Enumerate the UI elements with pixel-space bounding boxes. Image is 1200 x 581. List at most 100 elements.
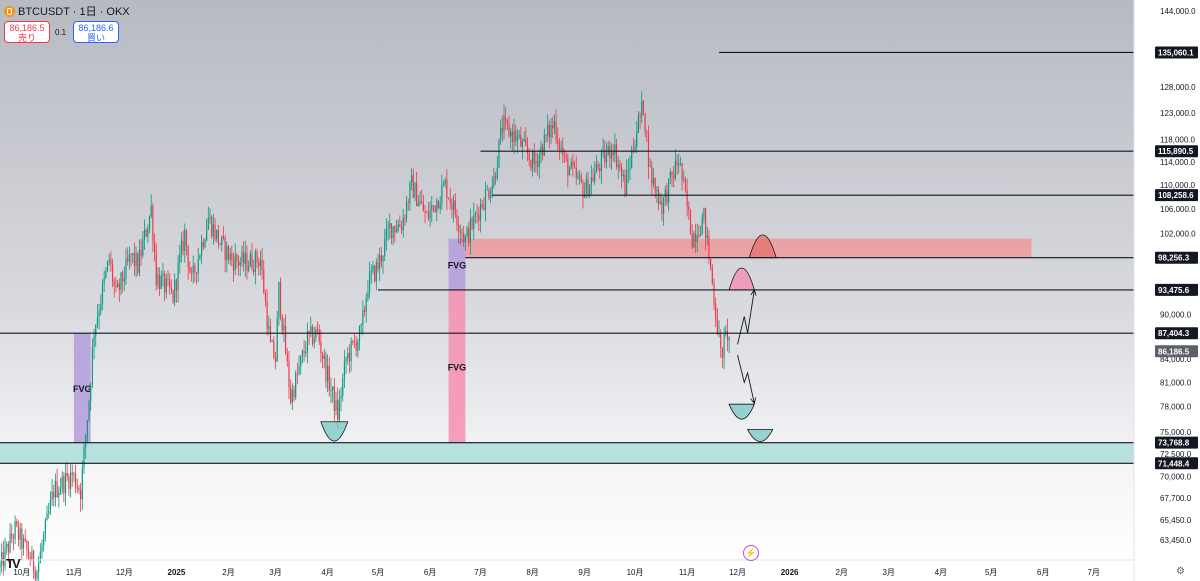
candle-body: [343, 361, 345, 379]
level-tag-6: 73,768.8: [1158, 439, 1190, 448]
zone-fvg-3: [448, 238, 466, 290]
candle-body: [523, 139, 525, 142]
y-tick-label: 144,000.0: [1160, 7, 1196, 16]
candle-body: [44, 520, 46, 535]
candle-body: [698, 235, 700, 237]
candle-body: [469, 218, 471, 243]
spread-value: 0.1: [55, 28, 67, 37]
candle-body: [723, 334, 725, 358]
candle-body: [142, 240, 144, 256]
candle-body: [254, 251, 256, 272]
candle-body: [453, 200, 455, 211]
candle-body: [145, 229, 147, 237]
candle-body: [63, 476, 65, 494]
candle-body: [575, 167, 577, 178]
sell-button[interactable]: 86,186.5 売り: [4, 21, 50, 43]
candle-body: [681, 162, 683, 180]
candle-body: [152, 205, 154, 242]
level-tag-3: 98,256.3: [1158, 254, 1190, 263]
buy-button[interactable]: 86,186.6 買い: [73, 21, 119, 43]
candle-body: [636, 132, 638, 147]
candle-body: [508, 123, 510, 137]
candle-body: [177, 262, 179, 290]
y-tick-label: 78,000.0: [1160, 403, 1192, 412]
candle-body: [202, 241, 204, 248]
candle-body: [185, 229, 188, 247]
candle-body: [725, 330, 727, 335]
candle-body: [98, 311, 100, 317]
candle-body: [41, 545, 43, 552]
candle-body: [33, 551, 35, 570]
candle-body: [229, 253, 231, 260]
candle-body: [93, 335, 95, 348]
candle-body: [58, 491, 60, 497]
candle-body: [407, 202, 409, 204]
projection-arrowhead-0: [750, 288, 757, 296]
candle-body: [118, 283, 120, 290]
candle-body: [405, 202, 408, 219]
candle-body: [159, 274, 161, 289]
candle-body: [444, 179, 446, 184]
lightning-icon[interactable]: ⚡: [743, 545, 759, 561]
candle-body: [16, 520, 18, 526]
candle-body: [261, 259, 263, 270]
candle-body: [617, 164, 619, 167]
candle-body: [75, 473, 77, 488]
candle-body: [555, 121, 557, 140]
candle-body: [100, 303, 102, 312]
candle-body: [19, 528, 21, 540]
symbol-header[interactable]: BTCUSDT · 1日 · OKX: [4, 3, 130, 19]
candle-body: [605, 154, 608, 163]
projection-arrowhead-1: [750, 397, 757, 405]
candle-body: [558, 142, 561, 150]
candle-body: [627, 169, 629, 172]
candle-body: [34, 569, 36, 579]
candle-body: [432, 205, 435, 207]
candle-body: [397, 224, 399, 231]
candle-body: [483, 207, 485, 210]
candle-body: [17, 525, 20, 540]
x-tick-label: 12月: [729, 568, 746, 577]
candle-body: [609, 146, 611, 159]
candle-body: [479, 203, 482, 221]
candle-body: [421, 201, 423, 203]
candle-body: [545, 134, 547, 136]
candle-body: [190, 272, 193, 274]
candle-body: [505, 116, 507, 120]
candle-body: [283, 325, 285, 331]
candle-body: [226, 246, 228, 261]
buy-label: 買い: [86, 33, 105, 43]
candle-body: [375, 262, 377, 282]
candle-body: [320, 341, 322, 354]
candle-body: [447, 198, 450, 200]
level-tag-bg-7: [1155, 457, 1198, 470]
zone-label-3: FVG: [448, 260, 467, 270]
candle-body: [466, 228, 468, 237]
candle-body: [115, 285, 117, 287]
candle-body: [184, 229, 186, 251]
candle-body: [612, 152, 614, 156]
candle-body: [43, 534, 45, 546]
candle-body: [701, 217, 703, 235]
candle-body: [355, 342, 357, 351]
y-tick-label: 102,000.0: [1160, 230, 1196, 239]
candle-body: [585, 178, 587, 194]
candle-body: [216, 229, 218, 239]
zone-support-0: [0, 442, 1134, 464]
candle-body: [520, 135, 522, 147]
tradingview-logo-icon[interactable]: TV: [6, 556, 21, 571]
candle-body: [111, 264, 114, 282]
candle-body: [113, 281, 115, 286]
settings-icon[interactable]: ⚙: [1176, 566, 1185, 577]
candle-body: [684, 178, 687, 191]
candle-body: [463, 233, 465, 243]
candle-body: [95, 325, 97, 336]
candle-body: [668, 178, 670, 204]
candle-body: [219, 243, 221, 245]
candle-body: [204, 240, 206, 248]
candle-body: [478, 214, 480, 221]
symbol-title: BTCUSDT · 1日 · OKX: [18, 6, 130, 18]
candle-body: [553, 121, 555, 129]
candle-body: [604, 149, 606, 163]
